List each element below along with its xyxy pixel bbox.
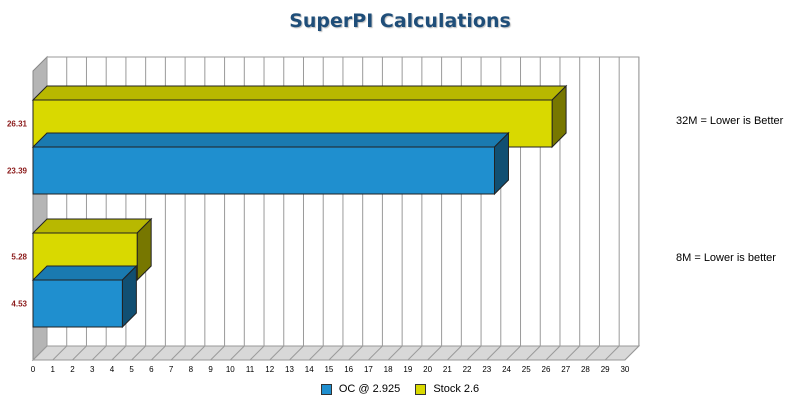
floor-gridline (328, 345, 344, 361)
x-tick-label: 23 (482, 365, 491, 374)
floor-gridline (229, 345, 245, 361)
floor-gridline (308, 345, 324, 361)
legend-swatch-stock (415, 383, 427, 395)
floor-gridline (190, 345, 206, 361)
floor-gridline (72, 345, 87, 361)
floor-gridline (407, 345, 423, 361)
floor-gridline (525, 345, 541, 361)
x-tick-label: 25 (522, 365, 531, 374)
legend-swatch-oc (320, 383, 332, 395)
x-tick-label: 10 (226, 365, 235, 374)
x-tick-label: 26 (542, 365, 551, 374)
legend: OC @ 2.925 Stock 2.6 (0, 383, 800, 395)
floor-gridline (466, 345, 482, 361)
x-tick-label: 8 (189, 365, 194, 374)
floor-gridline (249, 345, 265, 361)
bar-top (31, 218, 153, 234)
floor-gridline (387, 345, 403, 361)
chart-title: SuperPI Calculations (289, 10, 511, 32)
x-tick-label: 14 (305, 365, 314, 374)
x-tick-label: 24 (502, 365, 511, 374)
floor-gridline (427, 345, 442, 361)
floor-gridline (289, 345, 304, 361)
floor-gridline (52, 345, 68, 361)
bar-top (31, 85, 568, 101)
x-tick-label: 4 (110, 365, 115, 374)
floor-gridline (32, 345, 48, 361)
bar-top (31, 132, 510, 148)
floor-gridline (446, 345, 462, 361)
x-tick-label: 16 (344, 365, 353, 374)
x-tick-label: 3 (90, 365, 95, 374)
x-tick-label: 7 (169, 365, 174, 374)
bar-top (31, 265, 138, 281)
bar-value-label: 23.39 (7, 167, 28, 176)
x-tick-label: 18 (384, 365, 393, 374)
x-tick-label: 29 (601, 365, 610, 374)
x-tick-label: 12 (265, 365, 274, 374)
floor-gridline (368, 345, 383, 361)
bar-value-label: 4.53 (11, 300, 27, 309)
x-tick-label: 5 (129, 365, 134, 374)
x-tick-label: 13 (285, 365, 294, 374)
legend-label-oc: OC @ 2.925 (338, 383, 401, 396)
floor-gridline (545, 345, 561, 361)
floor-gridline (170, 345, 186, 361)
group-label: 32M = Lower is Better (676, 115, 784, 127)
floor-gridline (348, 345, 364, 361)
floor-gridline (111, 345, 127, 361)
x-tick-label: 0 (31, 365, 36, 374)
floor-gridline (624, 345, 640, 361)
x-tick-label: 17 (364, 365, 373, 374)
x-tick-label: 27 (561, 365, 570, 374)
legend-label-stock: Stock 2.6 (433, 383, 480, 396)
floor-gridline (91, 345, 107, 361)
x-tick-label: 28 (581, 365, 590, 374)
x-tick-label: 1 (51, 365, 56, 374)
x-tick-label: 2 (70, 365, 75, 374)
floor-gridline (131, 345, 147, 361)
floor-gridline (585, 345, 600, 361)
floor-gridline (565, 345, 581, 361)
x-tick-label: 21 (443, 365, 452, 374)
floor-gridline (269, 345, 285, 361)
legend-item-stock: Stock 2.6 (415, 383, 479, 395)
bar (32, 279, 123, 328)
group-label: 8M = Lower is better (676, 252, 776, 264)
x-tick-label: 19 (403, 365, 412, 374)
x-tick-label: 9 (208, 365, 213, 374)
x-tick-label: 11 (246, 365, 255, 374)
x-tick-label: 20 (423, 365, 432, 374)
x-tick-label: 15 (324, 365, 333, 374)
floor-gridline (506, 345, 521, 361)
x-tick-label: 6 (149, 365, 154, 374)
floor-gridline (486, 345, 502, 361)
floor-gridline (210, 345, 225, 361)
bar-value-label: 5.28 (11, 253, 27, 262)
floor-gridline (151, 345, 166, 361)
legend-item-oc: OC @ 2.925 (320, 383, 401, 396)
x-tick-label: 22 (463, 365, 472, 374)
bar-value-label: 26.31 (7, 120, 28, 129)
x-tick-label: 30 (620, 365, 629, 374)
floor-gridline (604, 345, 620, 361)
bar (32, 146, 495, 195)
